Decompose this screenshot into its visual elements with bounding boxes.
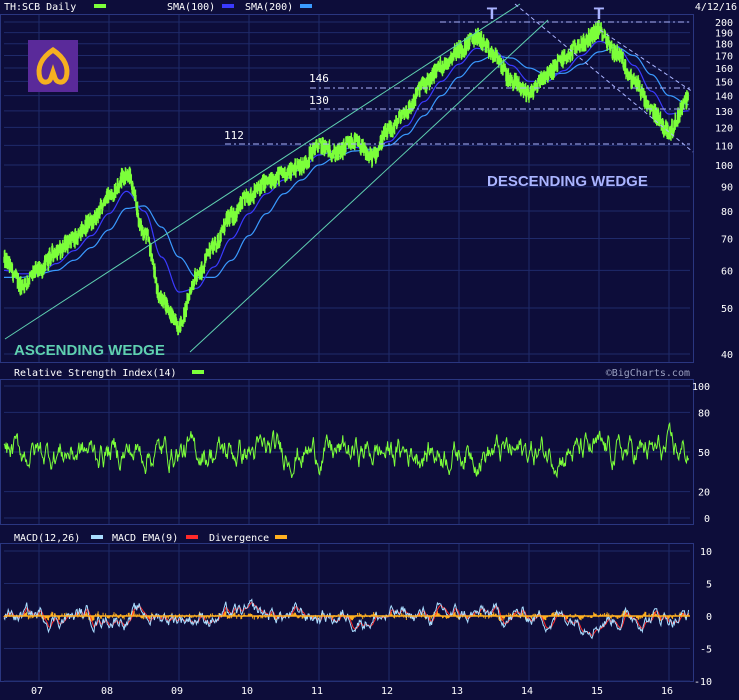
macd-y-tick-label: 0 [706, 612, 712, 623]
sma200-line [4, 46, 689, 278]
sma200-legend-swatch [300, 4, 312, 8]
rsi-layer [3, 421, 690, 479]
ascending-wedge-label: ASCENDING WEDGE [14, 342, 165, 359]
macd-y-tick-label: -5 [700, 645, 712, 656]
rsi-line [3, 421, 690, 479]
price-y-tick-label: 40 [721, 350, 733, 361]
ascending-wedge-lower-line [189, 19, 549, 353]
x-tick-label: 15 [591, 686, 603, 696]
divergence-legend-swatch [275, 535, 287, 539]
price-layer [3, 20, 689, 336]
annotations: 146 130 112 T T ASCENDING WEDGE DESCENDI… [4, 3, 694, 359]
header-legend: TH:SCB Daily SMA(100) SMA(200) 4/12/16 [4, 2, 737, 13]
x-tick-label: 10 [241, 686, 253, 696]
rsi-y-tick-label: 100 [692, 382, 710, 393]
price-y-tick-label: 180 [715, 40, 733, 51]
level-label-130: 130 [309, 94, 329, 107]
grid-layer [4, 15, 690, 682]
rsi-y-tick-label: 20 [698, 488, 710, 499]
panel-frames [0, 14, 694, 682]
macd-legend-swatch [91, 535, 103, 539]
rsi-panel-frame [0, 379, 694, 525]
rsi-y-tick-label: 0 [704, 514, 710, 525]
descending-wedge-label: DESCENDING WEDGE [487, 173, 648, 190]
price-y-tick-label: 90 [721, 183, 733, 194]
x-tick-label: 16 [661, 686, 673, 696]
macd-line [3, 598, 690, 640]
scb-logo [28, 40, 78, 92]
sma100-legend-label: SMA(100) [167, 2, 215, 13]
price-y-tick-label: 200 [715, 18, 733, 29]
macd-label: MACD(12,26) [14, 533, 80, 544]
x-tick-label: 07 [31, 686, 43, 696]
x-tick-label: 12 [381, 686, 393, 696]
rsi-y-tick-label: 50 [698, 448, 710, 459]
date-label: 4/12/16 [695, 2, 737, 13]
macd-y-tick-label: -10 [694, 677, 712, 688]
top-label-2: T [594, 4, 605, 23]
price-bars [3, 20, 689, 336]
level-label-112: 112 [224, 129, 244, 142]
rsi-legend: Relative Strength Index(14) ©BigCharts.c… [14, 368, 690, 379]
rsi-y-tick-label: 80 [698, 408, 710, 419]
rsi-legend-swatch [192, 370, 204, 374]
level-label-146: 146 [309, 72, 329, 85]
price-y-tick-label: 120 [715, 123, 733, 134]
sma200-legend-label: SMA(200) [245, 2, 293, 13]
logo-emblem-icon [36, 46, 70, 85]
price-y-tick-label: 130 [715, 107, 733, 118]
price-panel-frame [0, 14, 694, 363]
price-legend-swatch [94, 4, 106, 8]
price-y-tick-label: 60 [721, 266, 733, 277]
price-y-tick-label: 170 [715, 52, 733, 63]
price-y-tick-label: 80 [721, 207, 733, 218]
price-y-tick-label: 100 [715, 161, 733, 172]
divergence-label: Divergence [209, 533, 269, 544]
ascending-wedge-upper-line [4, 3, 521, 340]
macd-legend: MACD(12,26) MACD EMA(9) Divergence [14, 533, 287, 544]
bigcharts-watermark: ©BigCharts.com [606, 368, 690, 379]
macd-layer [3, 598, 690, 640]
price-y-tick-label: 140 [715, 92, 733, 103]
x-tick-label: 09 [171, 686, 183, 696]
x-tick-label: 11 [311, 686, 323, 696]
symbol-label: TH:SCB Daily [4, 2, 76, 13]
price-y-tick-label: 70 [721, 235, 733, 246]
macd-y-tick-label: 5 [706, 580, 712, 591]
rsi-label: Relative Strength Index(14) [14, 368, 177, 379]
tick-layer: 2001901801701601501401301201101009080706… [31, 18, 733, 697]
price-y-tick-label: 160 [715, 64, 733, 75]
macd-ema-legend-swatch [186, 535, 198, 539]
price-y-tick-label: 110 [715, 141, 733, 152]
price-y-tick-label: 190 [715, 29, 733, 40]
x-tick-label: 14 [521, 686, 533, 696]
x-tick-label: 08 [101, 686, 113, 696]
x-tick-label: 13 [451, 686, 463, 696]
price-y-tick-label: 50 [721, 304, 733, 315]
price-y-tick-label: 150 [715, 77, 733, 88]
descending-wedge-upper-line [599, 29, 694, 93]
sma100-legend-swatch [222, 4, 234, 8]
descending-wedge-lower-line [514, 3, 694, 153]
macd-y-tick-label: 10 [700, 547, 712, 558]
top-label-1: T [487, 4, 498, 23]
macd-ema-label: MACD EMA(9) [112, 533, 178, 544]
